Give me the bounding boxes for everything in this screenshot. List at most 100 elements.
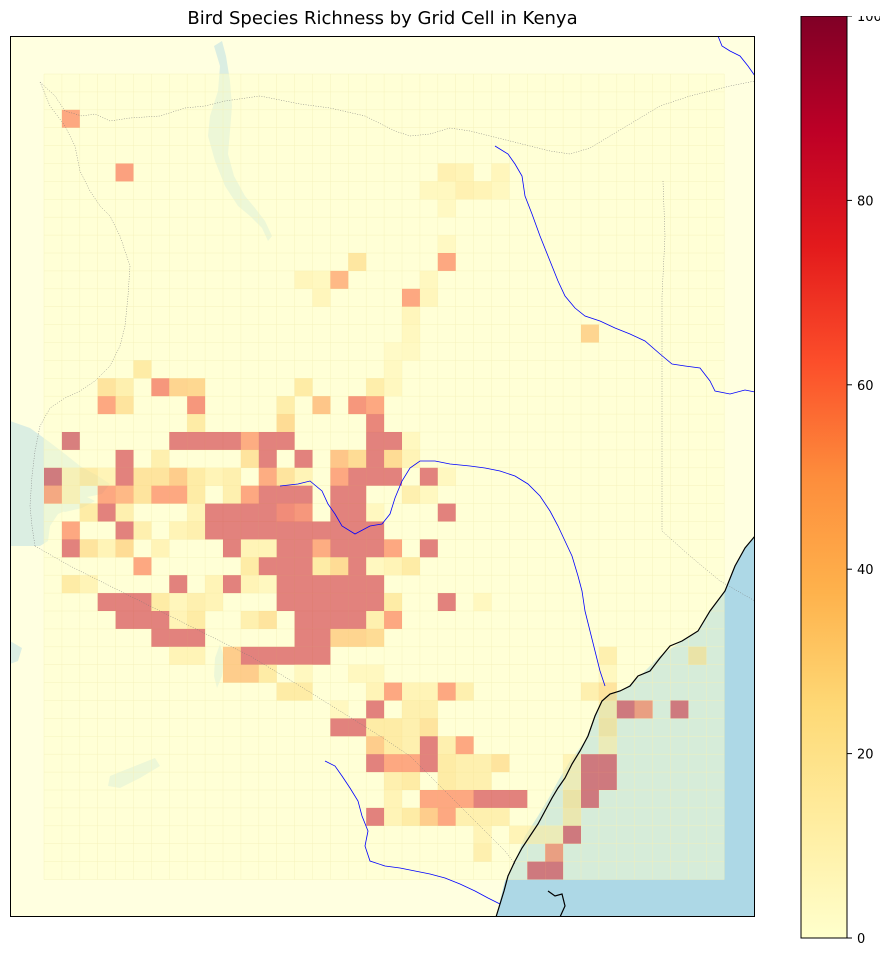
grid-cell: [116, 611, 134, 629]
grid-cell: [563, 808, 581, 826]
grid-cell: [313, 575, 331, 593]
grid-cell: [98, 468, 116, 486]
grid-cell: [277, 522, 295, 540]
grid-cell: [277, 396, 295, 414]
grid-cell: [456, 772, 474, 790]
grid-cell: [223, 468, 241, 486]
grid-cell: [62, 522, 80, 540]
grid-cell: [313, 271, 331, 289]
grid-cell: [259, 575, 277, 593]
grid-cell: [438, 593, 456, 611]
grid-cell: [80, 468, 98, 486]
grid-cell: [384, 360, 402, 378]
grid-cell: [384, 790, 402, 808]
grid-cell: [366, 396, 384, 414]
grid-cell: [366, 754, 384, 772]
grid-cell: [277, 486, 295, 504]
grid-cell: [420, 754, 438, 772]
grid-cell: [151, 593, 169, 611]
grid-cell: [617, 701, 635, 719]
colorbar-tick-label: 60: [857, 379, 874, 394]
grid-cell: [62, 110, 80, 128]
grid-cell: [62, 486, 80, 504]
grid-cell: [456, 181, 474, 199]
grid-cell: [277, 647, 295, 665]
grid-cell: [563, 826, 581, 844]
grid-cell: [187, 414, 205, 432]
grid-cell: [366, 468, 384, 486]
grid-cell: [205, 575, 223, 593]
grid-cell: [98, 539, 116, 557]
grid-cell: [366, 718, 384, 736]
grid-cell: [80, 504, 98, 522]
grid-cell: [187, 432, 205, 450]
grid-cell: [277, 468, 295, 486]
grid-cell: [545, 844, 563, 862]
grid-cell: [205, 468, 223, 486]
grid-cell: [420, 683, 438, 701]
grid-cell: [402, 289, 420, 307]
grid-cell: [241, 432, 259, 450]
grid-cell: [44, 486, 62, 504]
grid-cell: [438, 181, 456, 199]
grid-cell: [456, 683, 474, 701]
grid-cell: [259, 468, 277, 486]
grid-cell: [313, 629, 331, 647]
grid-cell: [348, 593, 366, 611]
grid-cell: [313, 289, 331, 307]
grid-cell: [259, 432, 277, 450]
grid-cell: [330, 522, 348, 540]
grid-cell: [384, 808, 402, 826]
grid-cell: [169, 468, 187, 486]
grid-cell: [599, 665, 617, 683]
grid-cell: [62, 432, 80, 450]
grid-cell: [671, 701, 689, 719]
grid-cell: [169, 629, 187, 647]
grid-cell: [187, 629, 205, 647]
grid-cell: [509, 790, 527, 808]
grid-cell: [116, 539, 134, 557]
grid-cell: [438, 199, 456, 217]
grid-cell: [134, 486, 152, 504]
grid-cell: [187, 504, 205, 522]
grid-cell: [527, 826, 545, 844]
grid-cell: [384, 736, 402, 754]
grid-cell: [259, 486, 277, 504]
grid-cell: [295, 611, 313, 629]
grid-cell: [277, 432, 295, 450]
map-panel: [10, 36, 755, 917]
colorbar-ticks: 0 20 40 60 80 100: [847, 16, 880, 946]
grid-cell: [402, 772, 420, 790]
grid-cell: [98, 378, 116, 396]
grid-cell: [330, 539, 348, 557]
grid-cell: [223, 432, 241, 450]
grid-cell: [313, 539, 331, 557]
grid-cell: [116, 593, 134, 611]
grid-cell: [98, 504, 116, 522]
grid-cell: [62, 575, 80, 593]
grid-cell: [474, 808, 492, 826]
map-canvas: [10, 36, 755, 917]
grid-cell: [80, 539, 98, 557]
grid-cell: [295, 575, 313, 593]
heatmap-layer: [44, 74, 724, 880]
grid-cell: [330, 504, 348, 522]
grid-cell: [205, 593, 223, 611]
colorbar-tick-label: 80: [857, 194, 874, 209]
grid-cell: [277, 593, 295, 611]
grid-cell: [259, 504, 277, 522]
grid-cell: [98, 593, 116, 611]
grid-cell: [348, 396, 366, 414]
grid-cell: [134, 522, 152, 540]
grid-cell: [438, 790, 456, 808]
grid-cell: [295, 378, 313, 396]
grid-cell: [277, 683, 295, 701]
grid-cell: [277, 575, 295, 593]
grid-cell: [348, 522, 366, 540]
grid-cell: [438, 164, 456, 182]
grid-cell: [116, 378, 134, 396]
grid-cell: [366, 593, 384, 611]
grid-cell: [366, 665, 384, 683]
grid-cell: [223, 665, 241, 683]
grid-cell: [492, 790, 510, 808]
